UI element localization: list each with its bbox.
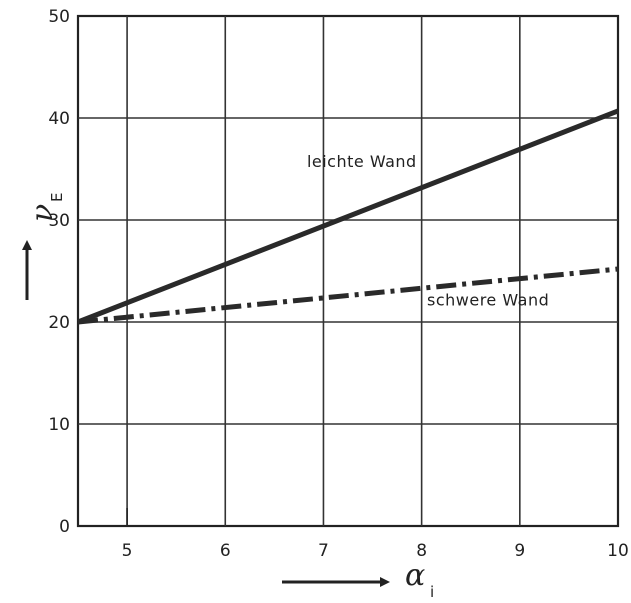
- x-axis-label: α i: [405, 558, 434, 601]
- y-tick-label: 0: [59, 517, 70, 537]
- x-tick-label: 10: [607, 541, 629, 561]
- grid: [76, 14, 620, 528]
- series-labels: leichte Wand schwere Wand: [307, 152, 549, 310]
- y-axis-symbol: ν: [25, 204, 60, 222]
- series-line-schwere-wand: [77, 266, 619, 325]
- x-axis-subscript: i: [430, 583, 434, 598]
- y-axis-subscript: E: [48, 193, 66, 202]
- y-tick-label: 30: [48, 211, 70, 231]
- axis-labels: ν E α i: [22, 193, 434, 601]
- series-label-schwere-wand: schwere Wand: [427, 291, 549, 310]
- series-lines: [77, 108, 619, 325]
- y-tick-label: 20: [48, 313, 70, 333]
- x-tick-label: 9: [514, 541, 525, 561]
- series-label-leichte-wand: leichte Wand: [307, 152, 417, 171]
- x-axis-symbol: α: [405, 558, 425, 593]
- x-tick-label: 8: [416, 541, 427, 561]
- y-tick-label: 10: [48, 415, 70, 435]
- y-tick-label: 50: [48, 7, 70, 27]
- y-axis-label: ν E: [25, 193, 66, 222]
- tick-labels: 0 10 20 30 40 50 5 6 7 8 9 10: [48, 7, 628, 561]
- x-tick-label: 6: [220, 541, 231, 561]
- y-tick-label: 40: [48, 109, 70, 129]
- x-tick-label: 7: [318, 541, 329, 561]
- x-tick-label: 5: [122, 541, 133, 561]
- plot-frame: [76, 14, 620, 528]
- series-line-leichte-wand: [77, 108, 619, 325]
